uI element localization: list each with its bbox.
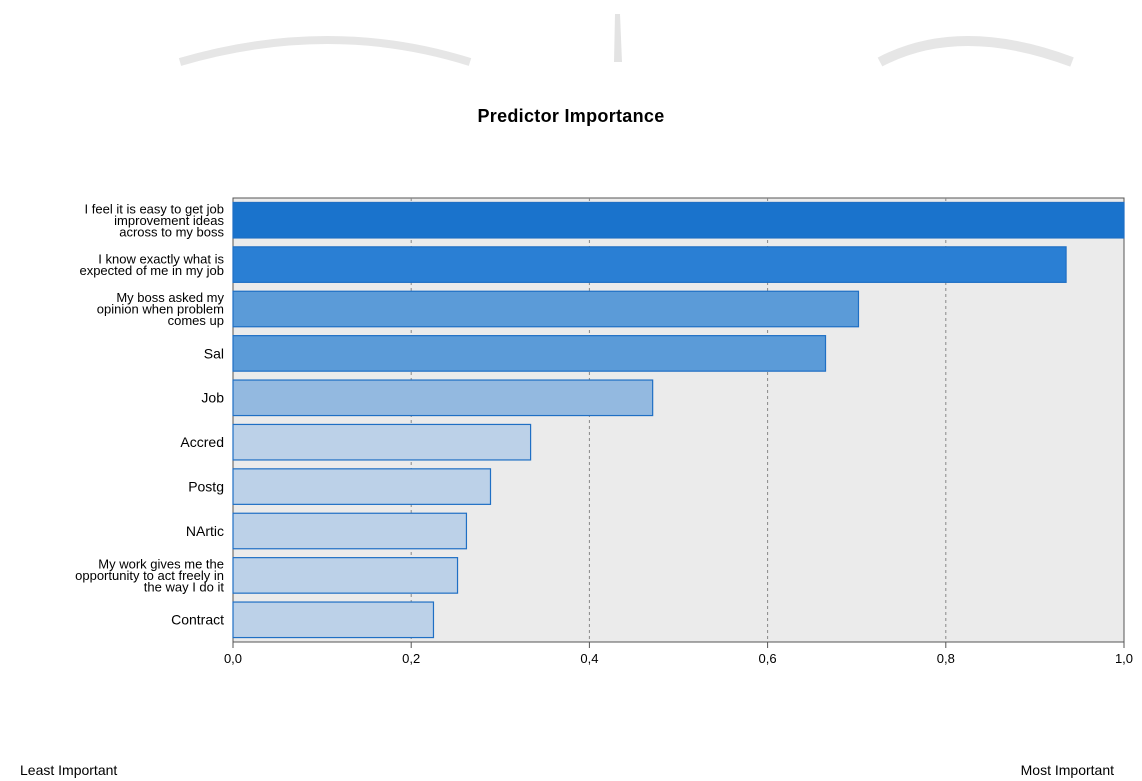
bar (232, 379, 654, 417)
category-label: Contract (171, 612, 224, 628)
category-label: NArtic (186, 523, 224, 539)
bar (232, 246, 1067, 283)
x-tick-label: 0,8 (937, 651, 955, 666)
category-label: Postg (188, 479, 224, 495)
x-tick-label: 0,4 (580, 651, 598, 666)
category-label: I feel it is easy to get job improvement … (85, 201, 225, 239)
category-label: Sal (204, 345, 224, 361)
watermark-graphic (178, 14, 1074, 67)
legend-most-important: Most Important (1020, 762, 1114, 778)
bar (232, 557, 459, 594)
category-label: My work gives me the opportunity to act f… (75, 556, 224, 594)
x-tick-label: 0,0 (224, 651, 242, 666)
bar (232, 423, 532, 461)
category-label: I know exactly what is expected of me in … (79, 251, 224, 278)
bar (232, 512, 468, 550)
bar (232, 468, 492, 505)
x-tick-label: 1,0 (1115, 651, 1133, 666)
category-label: Accred (180, 434, 224, 450)
bar (232, 335, 827, 372)
category-label: My boss asked my opinion when problem come… (97, 290, 225, 328)
bar (232, 290, 860, 328)
x-tick-label: 0,2 (402, 651, 420, 666)
chart-title: Predictor Importance (477, 106, 665, 126)
x-tick-label: 0,6 (759, 651, 777, 666)
legend-least-important: Least Important (20, 762, 118, 778)
category-label: Job (201, 390, 224, 406)
bar (232, 201, 1125, 239)
bar (232, 601, 435, 639)
